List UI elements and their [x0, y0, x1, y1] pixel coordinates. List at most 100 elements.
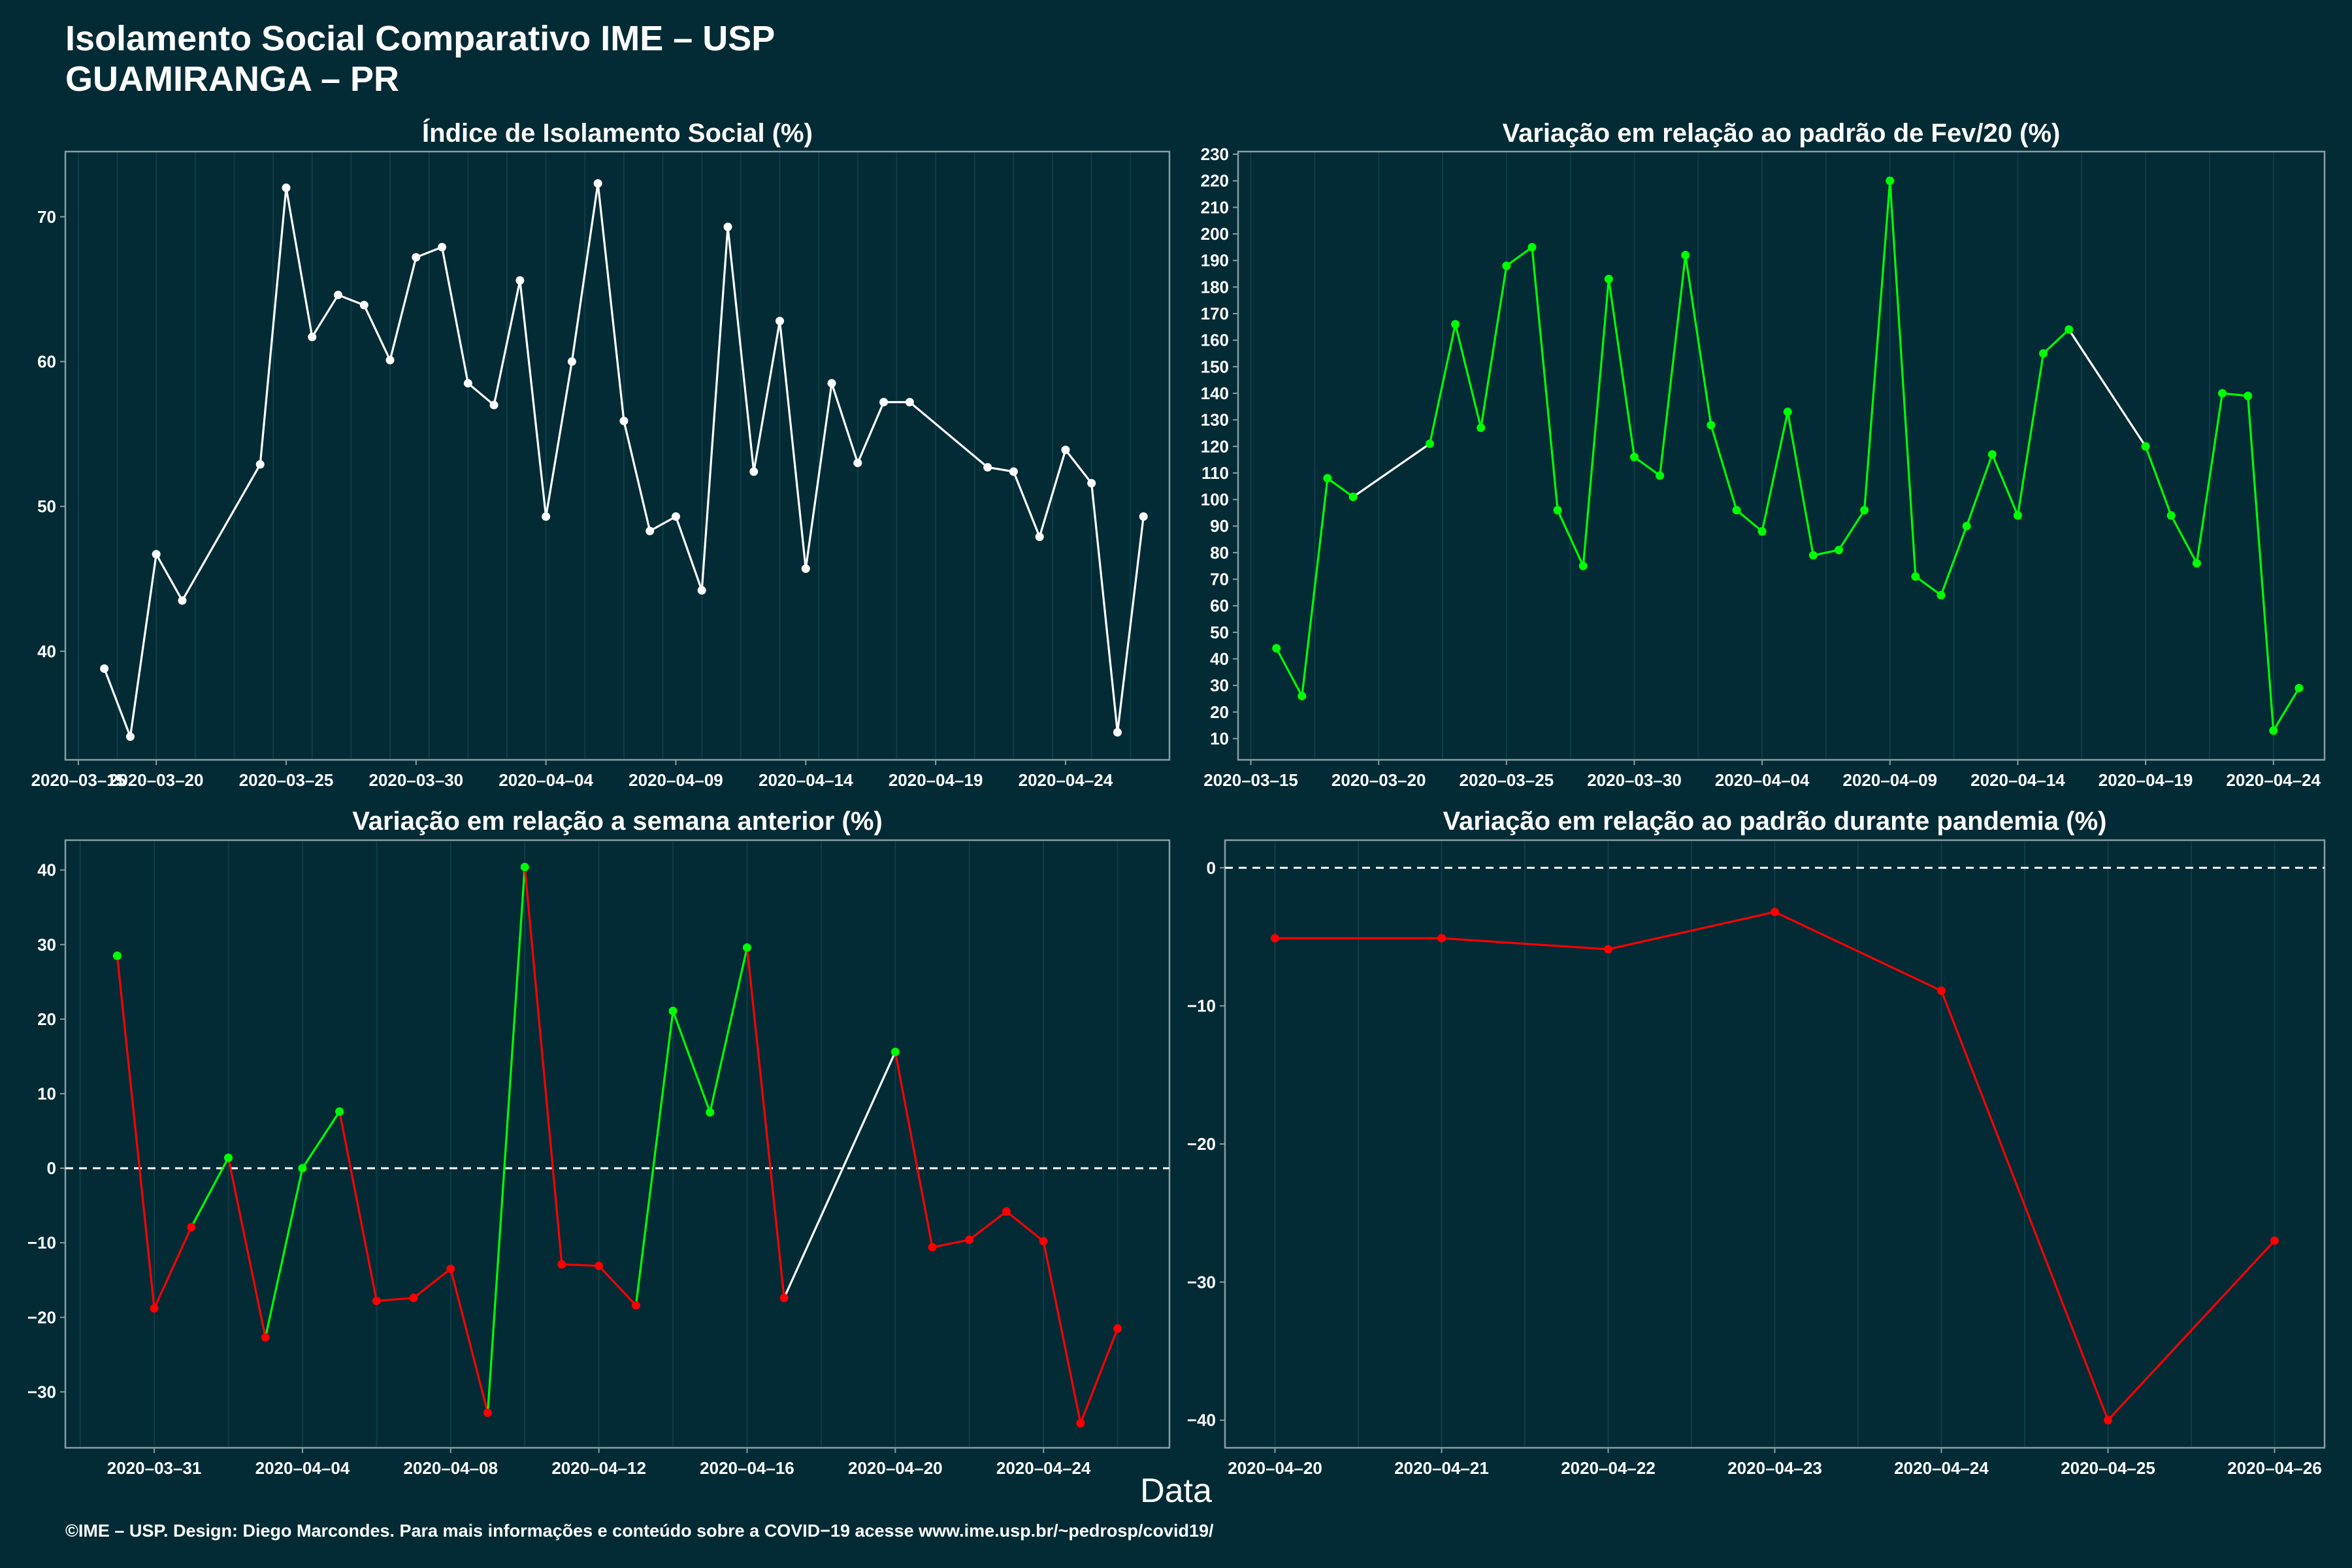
series-segment — [987, 466, 1014, 473]
data-point — [2270, 1236, 2279, 1245]
x-tick-label: 2020–04–09 — [1842, 770, 1937, 790]
series-segment — [1327, 477, 1354, 498]
series-segment — [545, 361, 573, 517]
data-point — [1860, 506, 1869, 515]
data-point — [1835, 546, 1844, 555]
series-segment — [449, 1268, 489, 1413]
data-point — [2295, 683, 2304, 693]
data-point — [446, 1264, 455, 1273]
data-point — [1035, 532, 1044, 542]
data-point — [1502, 261, 1511, 270]
y-tick-label: 230 — [1201, 144, 1229, 164]
y-tick-label: 80 — [1210, 543, 1229, 563]
data-point — [1937, 986, 1946, 995]
data-point — [723, 222, 732, 231]
series-segment — [634, 1011, 674, 1306]
data-point — [385, 355, 395, 365]
series-segment — [1940, 525, 1968, 596]
x-tick-label: 2020–04–04 — [1715, 770, 1810, 790]
data-point — [593, 179, 602, 188]
series-segment — [2170, 515, 2198, 564]
data-point — [1323, 474, 1332, 483]
data-point — [631, 1301, 640, 1310]
panel-title: Variação em relação a semana anterior (%… — [352, 807, 883, 836]
panel-title: Variação em relação ao padrão de Fev/20 … — [1503, 119, 2061, 148]
data-point — [334, 290, 343, 299]
data-point — [1061, 446, 1070, 455]
data-point — [2166, 511, 2176, 520]
series-segment — [1940, 990, 2109, 1421]
series-segment — [857, 401, 885, 464]
series-segment — [753, 321, 781, 472]
series-segment — [1914, 576, 1942, 596]
data-point — [2104, 1416, 2112, 1425]
series-segment — [285, 188, 314, 338]
series-segment — [337, 293, 365, 306]
series-segment — [727, 227, 755, 472]
data-point — [489, 400, 498, 410]
data-point — [1527, 242, 1537, 252]
data-point — [1987, 449, 1997, 459]
data-point — [2244, 391, 2253, 400]
series-segment — [1352, 442, 1431, 498]
series-segment — [804, 383, 833, 569]
x-tick-label: 2020–04–08 — [403, 1458, 498, 1478]
y-tick-label: 40 — [37, 642, 56, 661]
data-point — [359, 301, 368, 310]
series-segment — [413, 1267, 451, 1299]
data-point — [1911, 572, 1920, 581]
series-segment — [493, 280, 521, 406]
data-point — [1783, 407, 1792, 416]
series-segment — [623, 420, 651, 532]
data-point — [1113, 1324, 1122, 1333]
y-tick-label: −20 — [1187, 1134, 1216, 1154]
series-segment — [1005, 1211, 1045, 1243]
data-point — [261, 1333, 270, 1342]
chart-title: Isolamento Social Comparativo IME – USP — [65, 19, 776, 58]
series-segment — [909, 401, 988, 468]
series-segment — [2016, 353, 2045, 516]
x-tick-label: 2020–04–24 — [996, 1458, 1091, 1478]
series-segment — [2247, 395, 2275, 731]
footer-credits: ©IME – USP. Design: Diego Marcondes. Par… — [65, 1521, 1214, 1541]
panel-border — [64, 150, 1171, 761]
data-point — [697, 586, 706, 595]
data-point — [542, 512, 551, 521]
data-point — [112, 951, 122, 960]
data-point — [1578, 561, 1588, 570]
x-tick-label: 2020–04–24 — [1894, 1458, 1989, 1478]
data-point — [827, 379, 836, 388]
x-tick-label: 2020–04–20 — [1228, 1458, 1322, 1478]
x-tick-label: 2020–04–26 — [2227, 1458, 2322, 1478]
data-point — [1451, 319, 1460, 329]
data-point — [1771, 907, 1779, 917]
series-segment — [1275, 647, 1303, 697]
data-point — [2039, 349, 2048, 358]
series-segment — [745, 947, 785, 1298]
series-segment — [1038, 449, 1067, 538]
series-segment — [1042, 1241, 1082, 1424]
series-segment — [1608, 911, 1775, 951]
series-segment — [1556, 510, 1584, 566]
series-segment — [596, 183, 625, 421]
data-point — [619, 416, 629, 425]
series-segment — [672, 1010, 711, 1113]
series-segment — [1991, 453, 2019, 516]
series-segment — [259, 188, 287, 465]
data-point — [742, 943, 751, 952]
y-tick-label: 200 — [1201, 224, 1229, 244]
y-tick-label: 10 — [37, 1084, 56, 1103]
data-point — [308, 333, 317, 342]
data-point — [2013, 511, 2022, 520]
data-point — [801, 564, 810, 573]
data-point — [2269, 726, 2278, 735]
y-tick-label: 220 — [1201, 171, 1229, 191]
series-segment — [598, 1265, 637, 1307]
data-point — [152, 549, 161, 559]
y-tick-label: 70 — [37, 207, 56, 227]
series-segment — [103, 668, 131, 738]
x-tick-label: 2020–04–19 — [889, 770, 983, 790]
data-point — [372, 1296, 381, 1305]
series-segment — [894, 1051, 934, 1248]
data-point — [125, 732, 135, 742]
